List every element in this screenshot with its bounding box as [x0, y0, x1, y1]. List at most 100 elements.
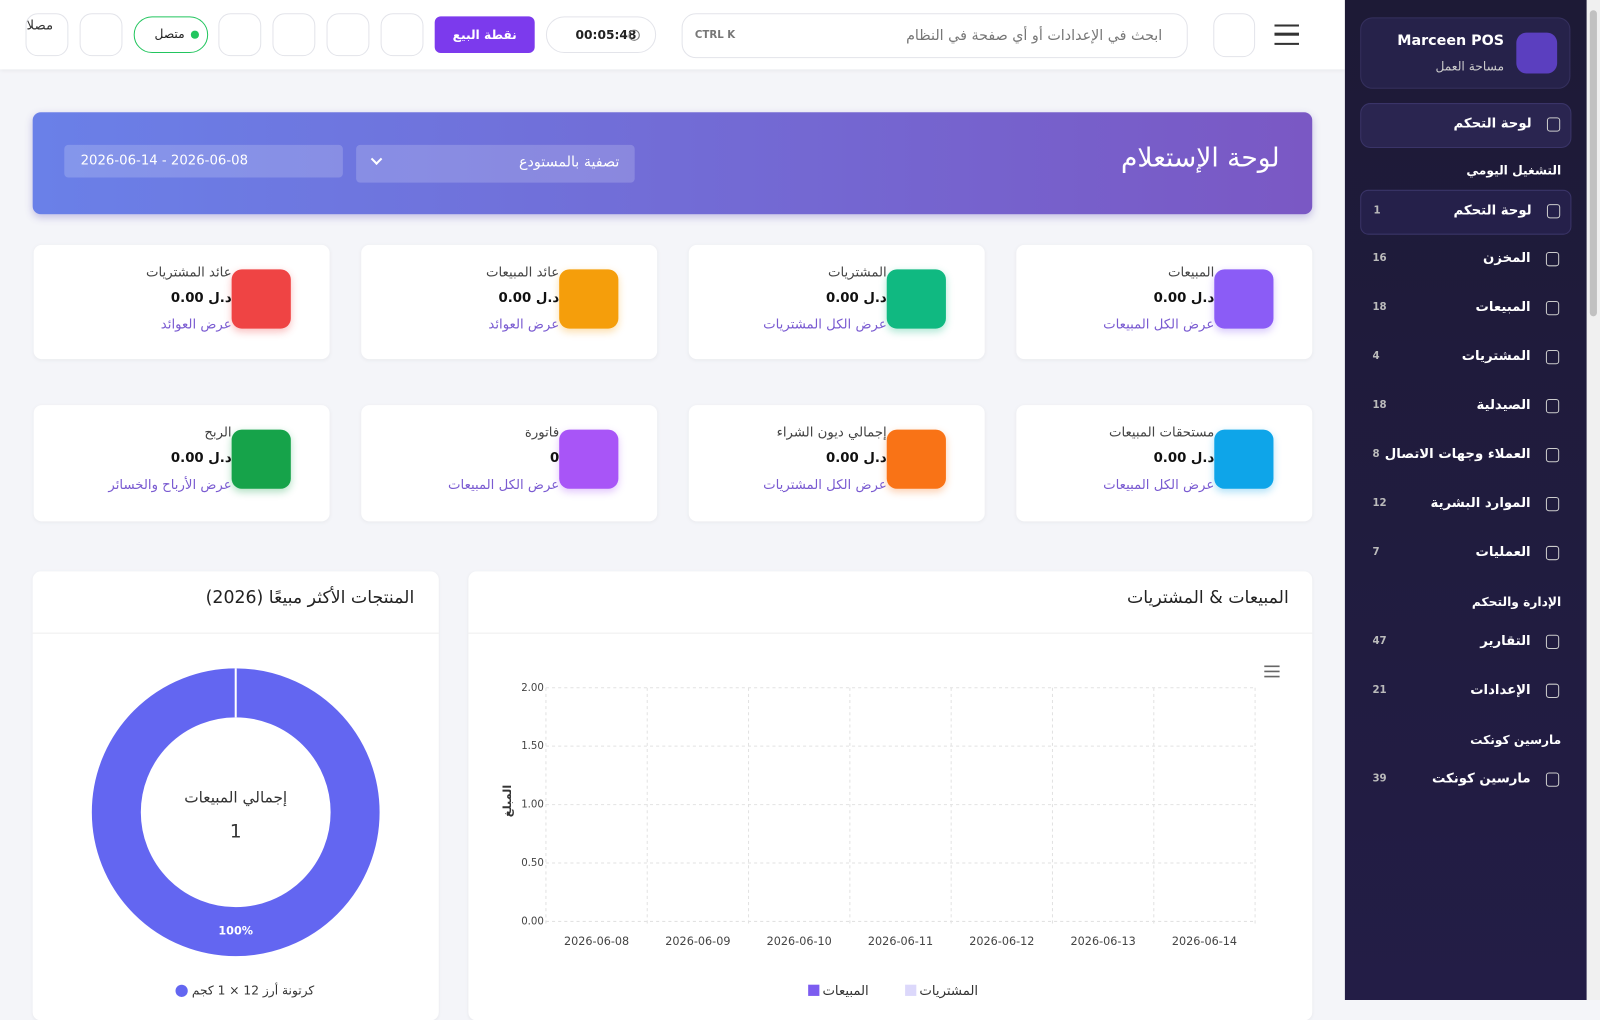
workspace: مساحة العمل [1435, 59, 1505, 74]
stat-card: فاتورة 0 عرض الكل المبيعات [361, 405, 658, 522]
card-title: مستحقات المبيعات [1108, 425, 1215, 441]
chart-menu [1264, 665, 1280, 678]
brand-logo [1516, 32, 1558, 74]
card-title: عائد المبيعات [486, 265, 560, 281]
menu-count: 21 [1372, 684, 1387, 696]
banner: لوحة الإستعلام تصفية بالمستودع 2026-06-1… [32, 112, 1313, 215]
card-icon [1214, 429, 1274, 489]
pinned-item[interactable]: لوحة التحكم [1360, 103, 1572, 148]
timer-text: 00:05:48 [575, 27, 637, 42]
menu-label: الموارد البشرية [1430, 495, 1531, 512]
menu-count: 47 [1372, 635, 1387, 647]
menu-icon [1545, 252, 1560, 267]
card-title: إجمالي ديون الشراء [776, 425, 887, 441]
date-range[interactable]: 2026-06-14 - 2026-06-08 [64, 144, 343, 178]
card-link[interactable]: عرض الكل المشتريات [763, 477, 887, 493]
menu-item[interactable]: العملاء وجهات الاتصال 8 [1360, 435, 1569, 478]
menu-icon [1545, 496, 1560, 512]
fullscreen-button[interactable] [272, 13, 316, 57]
menu-count: 16 [1372, 253, 1387, 265]
stat-card: عائد المبيعات د.ل 0.00 عرض العوائد [361, 244, 658, 360]
card-icon [886, 429, 946, 489]
card-value: د.ل 0.00 [826, 290, 887, 307]
menu-item[interactable]: المشتريات 4 [1360, 337, 1569, 380]
menu-count: 12 [1372, 497, 1387, 510]
card-value: د.ل 0.00 [1153, 451, 1215, 467]
card-icon [231, 269, 291, 329]
card-link[interactable]: عرض الكل المبيعات [1103, 477, 1215, 493]
card-link[interactable]: عرض الأرباح والخسائر [108, 477, 232, 493]
menu-icon [1545, 772, 1560, 787]
card-title: فاتورة [524, 425, 560, 441]
x-tick-label: 2026-06-14 [1172, 935, 1237, 948]
charts: المبيعات & المشتريات المبلغ 0.00 0.50 1.00 1.… [91, 586, 1289, 999]
pinned-label: لوحة التحكم [1453, 116, 1532, 132]
menu-icon [1545, 634, 1560, 649]
menu-label: المبيعات [1475, 299, 1531, 316]
status-text: متصل [154, 26, 185, 41]
menu-item[interactable]: الإعدادات 21 [1360, 670, 1569, 713]
shortcut: CTRL K [694, 29, 736, 41]
menu-item[interactable]: المبيعات 18 [1360, 288, 1569, 331]
sales-purchases-panel [468, 571, 1313, 1020]
center-label: إجمالي المبيعات [184, 788, 287, 807]
card-link[interactable]: عرض الكل المشتريات [763, 317, 887, 333]
card-value: 0 [549, 451, 560, 467]
search-box[interactable]: ابحث في الإعدادات أو أي صفحة في النظام C… [681, 13, 1188, 59]
menu-count: 39 [1372, 773, 1387, 785]
card-link[interactable]: عرض العوائد [488, 317, 560, 333]
section-title: مارسين كونكت [1470, 732, 1562, 747]
chart-title: المنتجات الأكثر مبيعًا (2026) [206, 586, 415, 608]
home-button[interactable] [1213, 13, 1256, 58]
card-title: عائد المشتريات [146, 265, 232, 281]
legend-label: كرتونة أرز 12 × 1 كجم [192, 982, 315, 998]
card-icon [231, 429, 291, 489]
banner-title: لوحة الإستعلام [1120, 142, 1280, 174]
card-link[interactable]: عرض الكل المبيعات [448, 477, 560, 493]
menu-button[interactable] [1274, 24, 1299, 45]
scrollbar [1586, 0, 1600, 1000]
card-title: المشتريات [827, 265, 887, 281]
settings-button[interactable] [326, 13, 370, 57]
legend-swatch [808, 984, 820, 996]
card-link[interactable]: عرض العوائد [160, 317, 232, 333]
donut-slice [91, 668, 380, 957]
menu-label: العمليات [1475, 544, 1531, 561]
menu-count: 4 [1372, 351, 1380, 363]
menu-item[interactable]: العمليات 7 [1360, 533, 1569, 576]
menu-count: 1 [1373, 205, 1381, 217]
card-icon [886, 269, 946, 329]
card-icon [1214, 269, 1274, 329]
timer: 00:05:48 [545, 16, 657, 54]
legend-swatch [905, 984, 917, 996]
notifications-button[interactable] [79, 13, 123, 57]
y-tick-label: 0.50 [521, 858, 544, 869]
menu-icon [1545, 349, 1560, 365]
theme-button[interactable] [380, 13, 424, 57]
menu-label: المخزن [1483, 251, 1531, 267]
menu-item[interactable]: لوحة التحكم 1 [1360, 189, 1572, 235]
filter-label: تصفية بالمستودع [519, 154, 620, 171]
legend-dot [175, 984, 188, 997]
language-button[interactable] [218, 13, 262, 57]
menu-label: مارسين كونكت [1431, 771, 1531, 787]
menu-item[interactable]: التقارير 47 [1360, 621, 1569, 664]
card-value: د.ل 0.00 [170, 451, 232, 467]
menu-item[interactable]: مارسين كونكت 39 [1360, 759, 1569, 802]
y-tick-label: 1.50 [521, 741, 544, 752]
slice-label: 100% [218, 925, 253, 938]
menu-item[interactable]: المخزن 16 [1360, 239, 1569, 282]
menu-label: المشتريات [1461, 348, 1531, 365]
y-tick-label: 2.00 [521, 683, 544, 694]
menu-item[interactable]: الموارد البشرية 12 [1360, 484, 1569, 527]
user-avatar[interactable]: مصلا [25, 13, 69, 57]
menu-label: التقارير [1480, 633, 1531, 649]
warehouse-filter[interactable]: تصفية بالمستودع [356, 144, 635, 183]
menu-item[interactable]: الصيدلية 18 [1360, 386, 1569, 429]
stat-card: إجمالي ديون الشراء د.ل 0.00 عرض الكل المشت… [688, 405, 985, 522]
menu-label: الصيدلية [1476, 397, 1531, 414]
pos-button[interactable]: نقطة البيع [434, 16, 535, 54]
menu-label: الإعدادات [1470, 682, 1531, 698]
x-tick-label: 2026-06-13 [1071, 935, 1136, 948]
card-link[interactable]: عرض الكل المبيعات [1103, 317, 1215, 333]
